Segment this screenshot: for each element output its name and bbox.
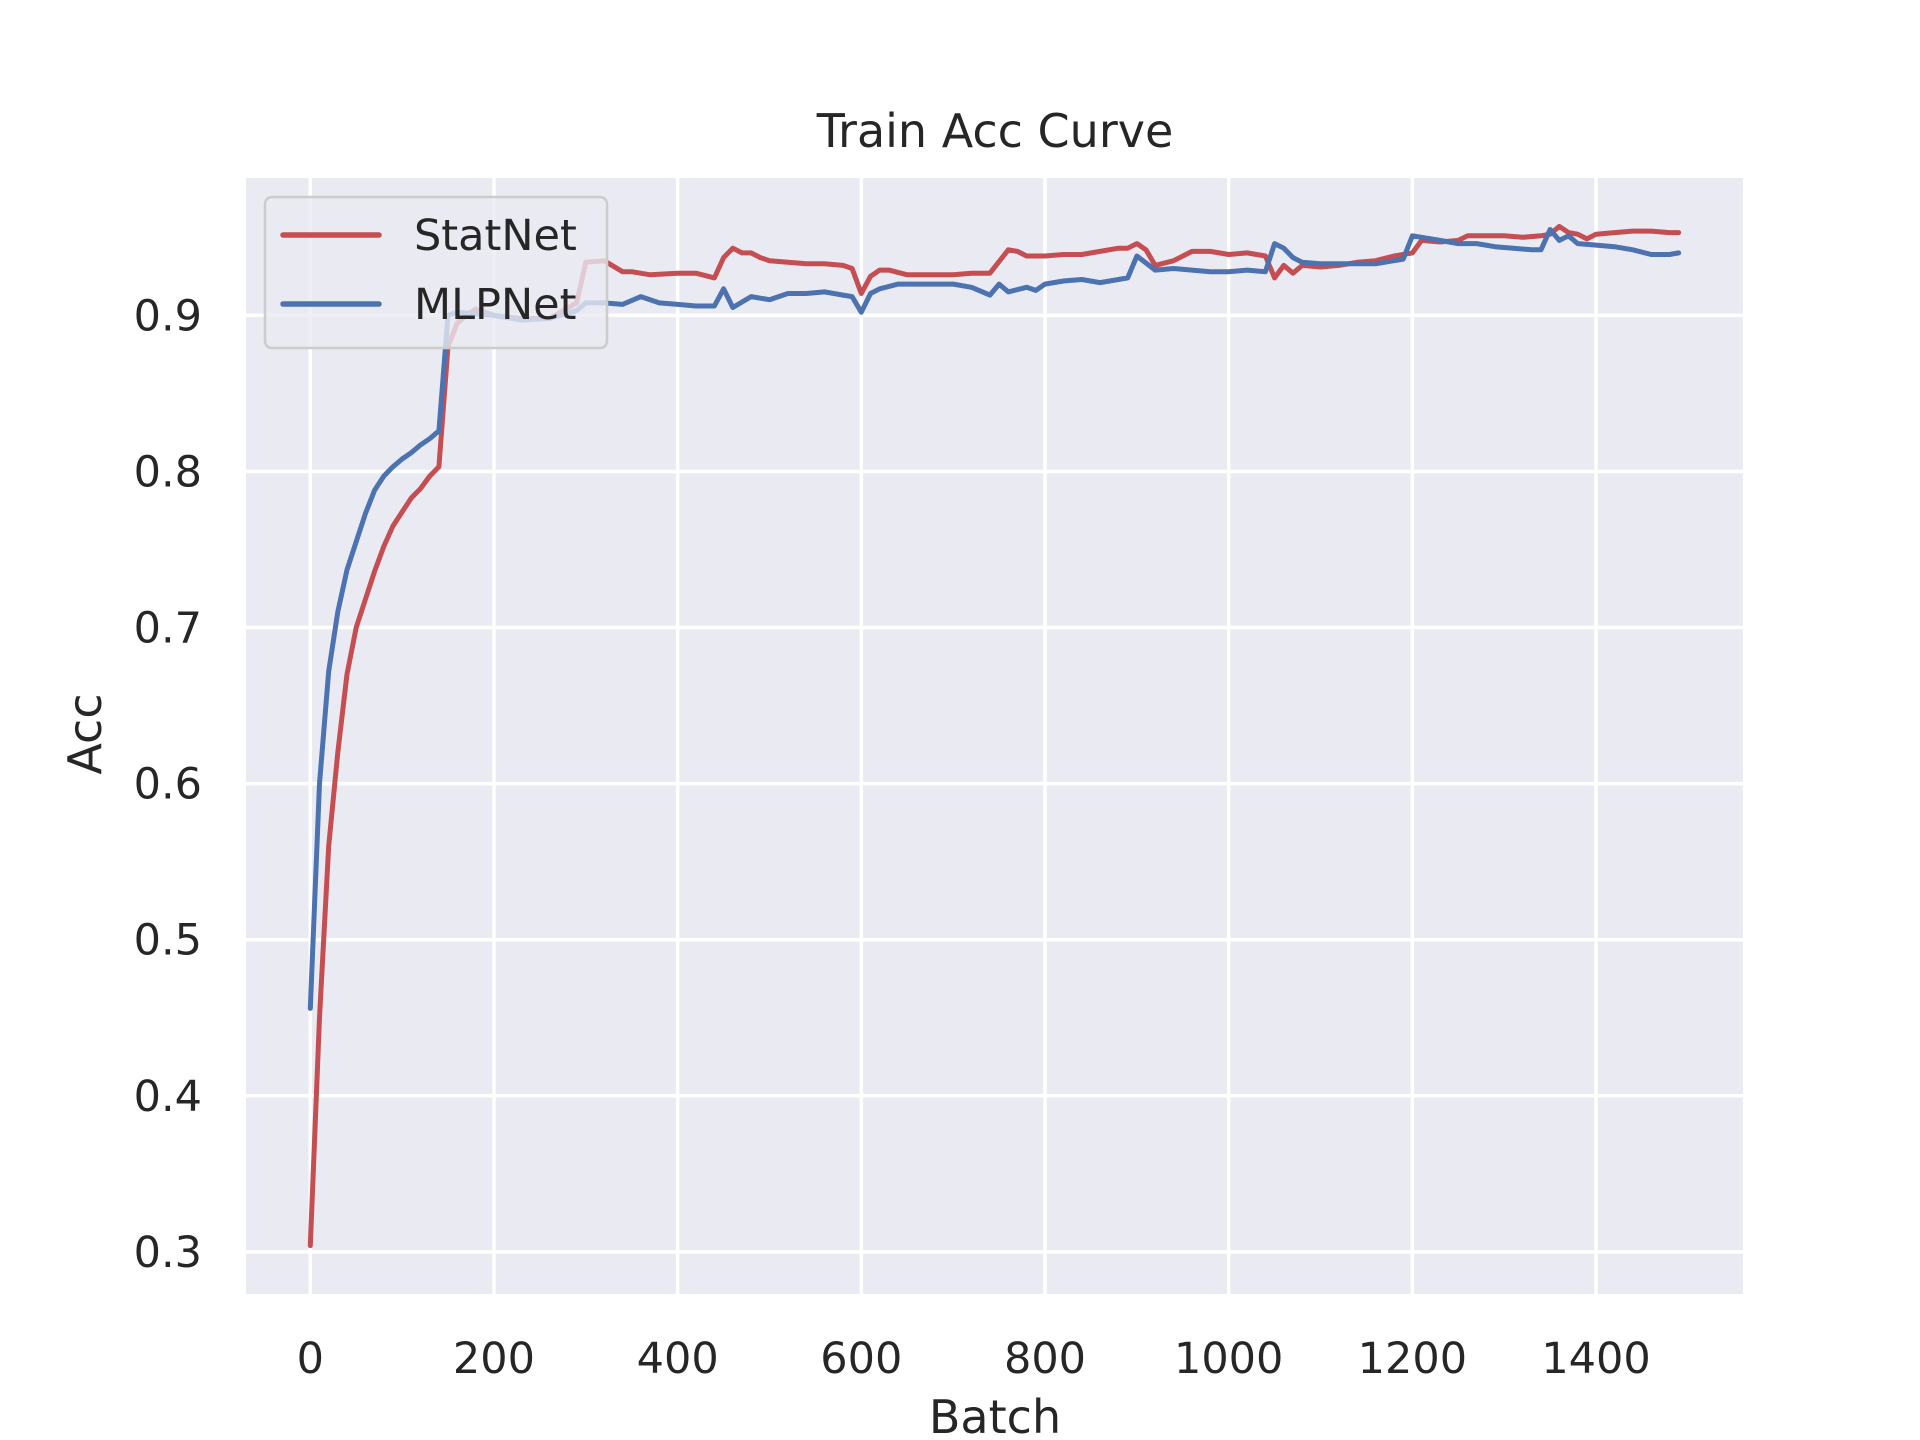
x-tick-label: 200 xyxy=(453,1334,535,1384)
y-tick-label: 0.4 xyxy=(134,1072,202,1122)
legend: StatNet MLPNet xyxy=(263,195,609,350)
y-tick-label: 0.5 xyxy=(134,916,202,966)
x-tick-labels: 0 200 400 600 800 1000 1200 1400 xyxy=(297,1334,1651,1384)
x-tick-label: 800 xyxy=(1004,1334,1086,1384)
x-tick-label: 1400 xyxy=(1541,1334,1650,1384)
x-tick-label: 600 xyxy=(820,1334,902,1384)
x-tick-label: 1200 xyxy=(1358,1334,1467,1384)
x-tick-label: 400 xyxy=(637,1334,719,1384)
y-tick-label: 0.3 xyxy=(134,1228,202,1278)
y-tick-label: 0.6 xyxy=(134,760,202,810)
legend-label-mlpnet: MLPNet xyxy=(414,280,576,330)
x-tick-label: 0 xyxy=(297,1334,324,1384)
y-axis-label: Acc xyxy=(58,693,112,774)
y-tick-label: 0.9 xyxy=(134,291,202,341)
y-tick-label: 0.7 xyxy=(134,604,202,654)
y-tick-labels: 0.3 0.4 0.5 0.6 0.7 0.8 0.9 xyxy=(134,291,202,1278)
legend-label-statnet: StatNet xyxy=(414,211,577,261)
grid xyxy=(246,178,1743,1294)
x-axis-label: Batch xyxy=(929,1390,1061,1440)
chart-title: Train Acc Curve xyxy=(816,104,1174,158)
x-tick-label: 1000 xyxy=(1174,1334,1283,1384)
y-tick-label: 0.8 xyxy=(134,447,202,497)
